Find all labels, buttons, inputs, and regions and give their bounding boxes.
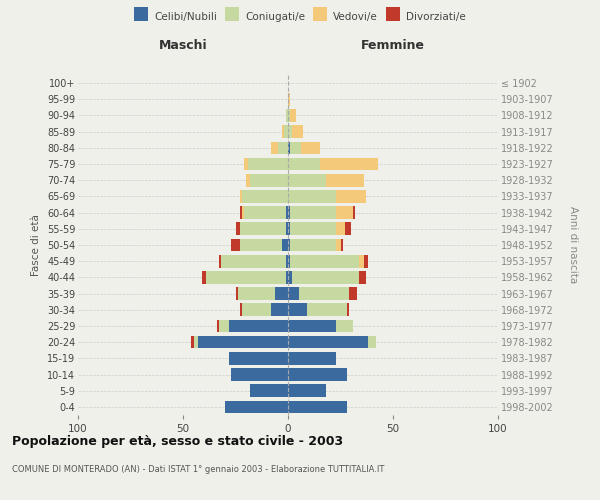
Bar bbox=[290, 142, 301, 154]
Bar bbox=[288, 336, 368, 348]
Bar bbox=[271, 142, 277, 154]
Bar bbox=[320, 158, 379, 170]
Bar bbox=[218, 320, 229, 332]
Bar bbox=[290, 222, 337, 235]
Text: Maschi: Maschi bbox=[158, 40, 208, 52]
Bar bbox=[250, 384, 288, 397]
Bar bbox=[288, 400, 347, 413]
Bar bbox=[246, 174, 250, 186]
Bar bbox=[288, 384, 326, 397]
Bar bbox=[290, 238, 337, 252]
Bar bbox=[193, 336, 198, 348]
Bar bbox=[341, 238, 343, 252]
Bar bbox=[242, 206, 244, 219]
Bar bbox=[238, 288, 275, 300]
Text: Popolazione per età, sesso e stato civile - 2003: Popolazione per età, sesso e stato civil… bbox=[12, 435, 343, 448]
Bar bbox=[229, 320, 288, 332]
Bar bbox=[288, 352, 337, 364]
Bar bbox=[307, 304, 347, 316]
Bar bbox=[290, 255, 359, 268]
Bar bbox=[288, 368, 347, 381]
Bar bbox=[198, 336, 288, 348]
Text: COMUNE DI MONTERADO (AN) - Dati ISTAT 1° gennaio 2003 - Elaborazione TUTTITALIA.: COMUNE DI MONTERADO (AN) - Dati ISTAT 1°… bbox=[12, 465, 385, 474]
Bar bbox=[364, 255, 368, 268]
Bar bbox=[240, 238, 282, 252]
Bar bbox=[286, 222, 288, 235]
Bar bbox=[248, 158, 288, 170]
Bar bbox=[288, 126, 292, 138]
Bar bbox=[282, 126, 284, 138]
Bar bbox=[359, 255, 364, 268]
Bar bbox=[299, 288, 349, 300]
Bar bbox=[225, 400, 288, 413]
Bar bbox=[288, 206, 290, 219]
Bar bbox=[240, 190, 242, 202]
Legend: Celibi/Nubili, Coniugati/e, Vedovi/e, Divorziati/e: Celibi/Nubili, Coniugati/e, Vedovi/e, Di… bbox=[130, 8, 470, 26]
Bar bbox=[282, 238, 288, 252]
Bar bbox=[290, 109, 296, 122]
Bar bbox=[301, 142, 320, 154]
Bar bbox=[232, 368, 288, 381]
Bar bbox=[288, 109, 290, 122]
Bar bbox=[218, 255, 221, 268]
Bar bbox=[244, 158, 248, 170]
Bar bbox=[349, 288, 358, 300]
Bar bbox=[288, 142, 290, 154]
Bar bbox=[191, 336, 193, 348]
Bar bbox=[229, 352, 288, 364]
Y-axis label: Anni di nascita: Anni di nascita bbox=[568, 206, 578, 284]
Bar bbox=[232, 238, 240, 252]
Bar bbox=[290, 206, 337, 219]
Bar bbox=[288, 93, 290, 106]
Bar bbox=[326, 174, 364, 186]
Bar bbox=[288, 304, 307, 316]
Y-axis label: Fasce di età: Fasce di età bbox=[31, 214, 41, 276]
Bar bbox=[221, 255, 286, 268]
Bar bbox=[235, 288, 238, 300]
Bar bbox=[275, 288, 288, 300]
Bar bbox=[284, 126, 288, 138]
Bar bbox=[202, 271, 206, 283]
Bar bbox=[239, 222, 286, 235]
Bar bbox=[286, 271, 288, 283]
Bar bbox=[359, 271, 366, 283]
Bar bbox=[288, 158, 320, 170]
Bar bbox=[288, 271, 292, 283]
Bar bbox=[288, 320, 337, 332]
Bar bbox=[368, 336, 376, 348]
Bar bbox=[353, 206, 355, 219]
Bar bbox=[242, 190, 288, 202]
Bar bbox=[277, 142, 288, 154]
Bar bbox=[288, 222, 290, 235]
Bar bbox=[347, 304, 349, 316]
Bar bbox=[286, 109, 288, 122]
Bar bbox=[286, 255, 288, 268]
Bar bbox=[292, 271, 359, 283]
Bar bbox=[288, 255, 290, 268]
Bar bbox=[288, 174, 326, 186]
Bar bbox=[337, 222, 344, 235]
Bar bbox=[206, 271, 286, 283]
Bar bbox=[235, 222, 240, 235]
Bar bbox=[337, 320, 353, 332]
Bar bbox=[288, 190, 337, 202]
Bar bbox=[337, 206, 353, 219]
Bar bbox=[240, 206, 242, 219]
Bar bbox=[288, 238, 290, 252]
Bar bbox=[240, 304, 242, 316]
Bar bbox=[345, 222, 351, 235]
Bar bbox=[250, 174, 288, 186]
Bar bbox=[337, 190, 366, 202]
Bar bbox=[337, 238, 341, 252]
Bar bbox=[217, 320, 218, 332]
Bar bbox=[244, 206, 286, 219]
Bar bbox=[292, 126, 303, 138]
Bar bbox=[242, 304, 271, 316]
Text: Femmine: Femmine bbox=[361, 40, 425, 52]
Bar bbox=[286, 206, 288, 219]
Bar bbox=[271, 304, 288, 316]
Bar bbox=[288, 288, 299, 300]
